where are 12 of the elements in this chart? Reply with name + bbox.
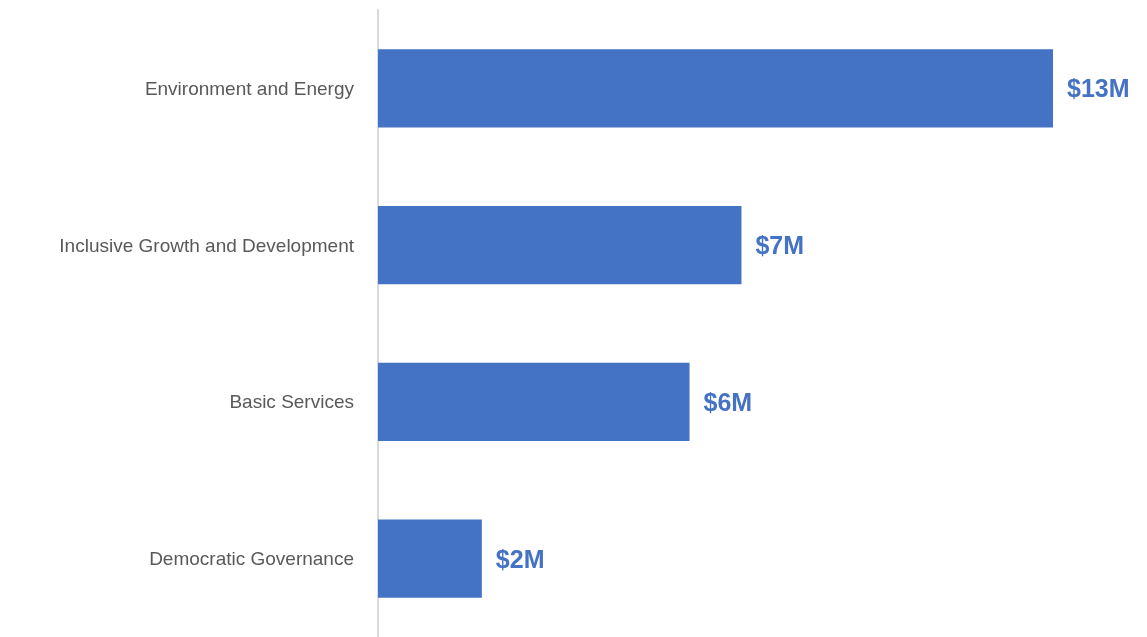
data-label: $6M <box>703 387 753 416</box>
data-label: $7M <box>755 231 805 260</box>
data-label: $13M <box>1067 74 1130 103</box>
bar <box>378 49 1053 128</box>
y-tick-label: Inclusive Growth and Development <box>59 234 355 256</box>
y-tick-label: Basic Services <box>229 391 354 413</box>
bar <box>378 519 482 598</box>
y-tick-label: Environment and Energy <box>144 77 355 99</box>
bar <box>378 362 690 442</box>
y-tick-label: Democratic Governance <box>149 548 354 570</box>
bar <box>378 205 742 285</box>
data-label: $2M <box>495 544 545 573</box>
